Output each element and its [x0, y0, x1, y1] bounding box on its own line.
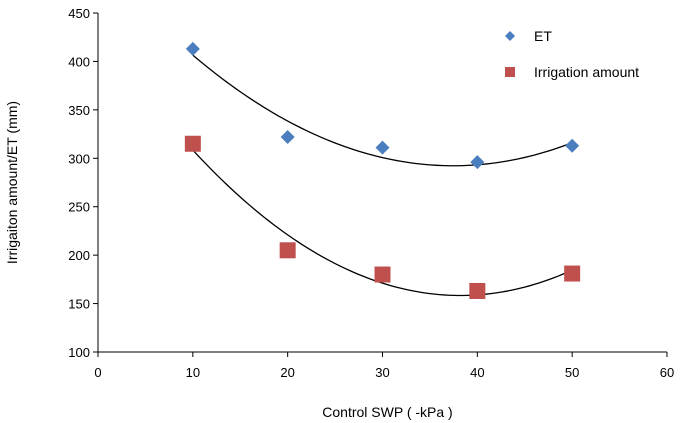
- trendlines: [192, 54, 573, 297]
- et-point: [185, 41, 200, 56]
- y-axis-label: Irrigaiton amount/ET (mm): [4, 101, 20, 264]
- legend-label: ET: [534, 28, 552, 44]
- legend-et-marker: [505, 31, 515, 41]
- axes: 100 150 200 250 300 350 400 450 0 10 20 30 40 50 60: [68, 6, 674, 380]
- trendline-series-1: [192, 54, 573, 167]
- x-tick-label: 30: [375, 365, 389, 380]
- x-tick-label: 60: [660, 365, 674, 380]
- x-tick-label: 20: [280, 365, 294, 380]
- irrigation-point: [564, 265, 581, 282]
- y-tick-label: 250: [68, 200, 90, 215]
- y-tick-label: 350: [68, 103, 90, 118]
- et-point: [280, 129, 295, 144]
- y-tick-label: 300: [68, 151, 90, 166]
- et-point: [565, 138, 580, 153]
- irrigation-point: [374, 266, 391, 283]
- x-tick-label: 0: [94, 365, 101, 380]
- irrigation-point: [279, 242, 296, 259]
- et-point: [375, 140, 390, 155]
- y-tick-label: 200: [68, 248, 90, 263]
- irrigation-point: [469, 282, 486, 299]
- x-tick-label: 50: [565, 365, 579, 380]
- y-tick-label: 400: [68, 54, 90, 69]
- legend-label: Irrigation amount: [534, 64, 639, 80]
- trendline-series-2: [192, 149, 573, 297]
- x-tick-label: 10: [186, 365, 200, 380]
- y-tick-label: 450: [68, 6, 90, 21]
- y-tick-label: 100: [68, 345, 90, 360]
- x-tick-label: 40: [470, 365, 484, 380]
- y-tick-label: 150: [68, 297, 90, 312]
- data-points: [184, 41, 581, 299]
- et-point: [470, 155, 485, 170]
- legend: ET Irrigation amount: [505, 28, 639, 80]
- x-axis-label: Control SWP ( -kPa ): [322, 404, 452, 420]
- legend-irrigation-marker: [505, 67, 515, 77]
- irrigation-point: [184, 135, 201, 152]
